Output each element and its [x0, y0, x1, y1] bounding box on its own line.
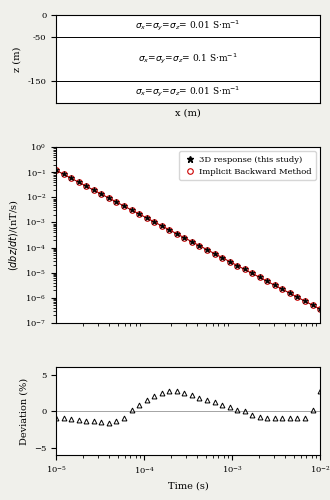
- Y-axis label: Deviation (%): Deviation (%): [19, 378, 28, 444]
- Y-axis label: z (m): z (m): [13, 46, 22, 72]
- Text: $\sigma_x$=$\sigma_y$=$\sigma_z$= 0.1 S$\cdot$m$^{-1}$: $\sigma_x$=$\sigma_y$=$\sigma_z$= 0.1 S$…: [138, 52, 238, 66]
- Text: $\sigma_x$=$\sigma_y$=$\sigma_z$= 0.01 S$\cdot$m$^{-1}$: $\sigma_x$=$\sigma_y$=$\sigma_z$= 0.01 S…: [135, 84, 241, 99]
- Y-axis label: $(dbz/dt)$/(nT/s): $(dbz/dt)$/(nT/s): [7, 199, 20, 271]
- X-axis label: x (m): x (m): [175, 108, 201, 118]
- Legend: 3D response (this study), Implicit Backward Method: 3D response (this study), Implicit Backw…: [179, 152, 316, 180]
- Text: $\sigma_x$=$\sigma_y$=$\sigma_z$= 0.01 S$\cdot$m$^{-1}$: $\sigma_x$=$\sigma_y$=$\sigma_z$= 0.01 S…: [135, 18, 241, 33]
- X-axis label: Time (s): Time (s): [168, 482, 209, 490]
